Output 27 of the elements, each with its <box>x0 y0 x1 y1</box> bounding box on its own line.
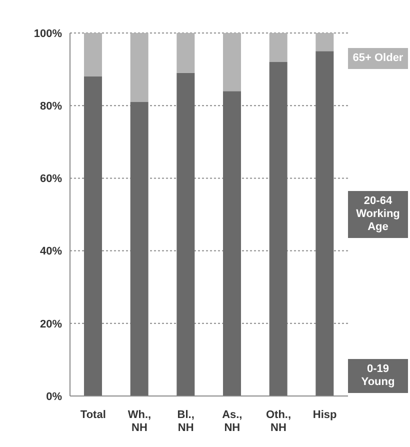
bar <box>84 33 102 77</box>
y-tick-label: 80% <box>40 100 62 113</box>
bar <box>223 33 241 92</box>
x-tick-label: Hisp <box>312 409 338 421</box>
y-tick-label: 60% <box>40 173 62 186</box>
y-tick-label: 100% <box>34 28 62 40</box>
x-tick-label: As., NH <box>222 409 242 434</box>
series-label: 65+ Older <box>348 48 408 69</box>
bar <box>269 62 288 396</box>
text: 0-19 Young <box>348 359 408 393</box>
bar <box>84 76 102 396</box>
text: 20-64 Working Age <box>348 190 408 238</box>
bar <box>176 33 195 73</box>
x-tick-label: Wh., NH <box>128 409 152 434</box>
y-tick-label: 0% <box>46 390 62 403</box>
bar <box>316 51 334 396</box>
bar <box>269 33 288 62</box>
bar <box>223 91 241 396</box>
bar <box>130 102 148 396</box>
x-tick-label: Oth., NH <box>266 409 292 434</box>
x-tick-label: Total <box>80 409 106 421</box>
x-tick-label: Bl., NH <box>177 409 194 434</box>
bar <box>176 72 195 396</box>
bar <box>130 33 148 102</box>
bar <box>316 33 334 52</box>
y-tick-label: 20% <box>40 318 62 330</box>
y-tick-label: 40% <box>40 246 62 258</box>
